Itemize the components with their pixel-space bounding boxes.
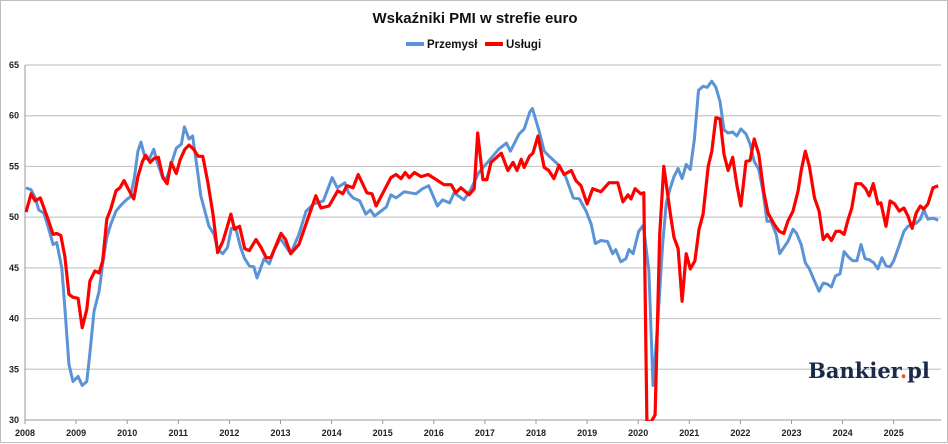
y-tick-label: 60 [9, 111, 19, 121]
series-line-uslugi [25, 116, 939, 421]
x-tick-label: 2008 [15, 428, 35, 438]
x-tick-label: 2014 [322, 428, 342, 438]
x-tick-label: 2009 [66, 428, 86, 438]
y-tick-label: 40 [9, 314, 19, 324]
y-tick-label: 50 [9, 212, 19, 222]
x-tick-label: 2011 [169, 428, 189, 438]
y-tick-label: 30 [9, 415, 19, 425]
x-tick-label: 2020 [628, 428, 648, 438]
x-tick-labels: 2008 2009 2010 2011 2012 2013 2014 2015 2016 2017… [15, 420, 904, 438]
y-tick-labels: 30 35 40 45 50 55 60 65 [9, 60, 19, 425]
y-tick-label: 65 [9, 60, 19, 70]
legend: Przemysł Usługi [406, 39, 541, 51]
legend-label-uslugi: Usługi [506, 39, 541, 51]
series-line-przemysl [25, 79, 939, 387]
y-tick-label: 55 [9, 161, 19, 171]
x-tick-label: 2022 [730, 428, 750, 438]
gridlines [25, 64, 941, 421]
x-tick-label: 2025 [884, 428, 904, 438]
x-tick-label: 2015 [373, 428, 393, 438]
x-tick-label: 2023 [781, 428, 801, 438]
series-lines [25, 79, 939, 421]
x-tick-label: 2017 [475, 428, 495, 438]
x-tick-label: 2018 [526, 428, 546, 438]
bankier-logo: Bankier.pl [808, 358, 930, 383]
x-tick-label: 2010 [117, 428, 137, 438]
x-tick-label: 2021 [679, 428, 699, 438]
x-tick-label: 2016 [424, 428, 444, 438]
y-tick-label: 45 [9, 263, 19, 273]
x-tick-label: 2012 [219, 428, 239, 438]
x-tick-label: 2013 [270, 428, 290, 438]
x-tick-label: 2019 [577, 428, 597, 438]
legend-label-przemysl: Przemysł [427, 39, 478, 51]
y-tick-label: 35 [9, 364, 19, 374]
x-tick-label: 2024 [833, 428, 853, 438]
chart-title: Wskaźniki PMI w strefie euro [372, 10, 577, 27]
